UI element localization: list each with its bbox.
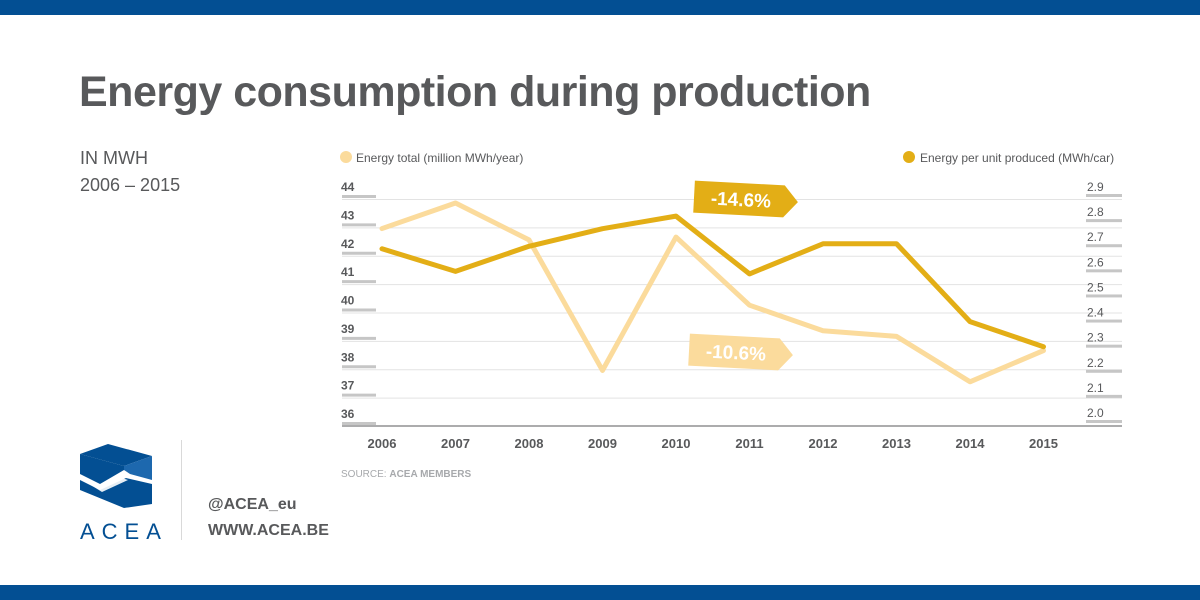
right-tick-label: 2.7	[1087, 230, 1104, 244]
legend-marker-total	[340, 151, 352, 163]
callout-per-unit-shape	[693, 180, 798, 218]
source-note: SOURCE: ACEA MEMBERS	[341, 469, 471, 480]
legend-label-per-unit: Energy per unit produced (MWh/car)	[920, 151, 1114, 165]
right-tick-bar	[1086, 394, 1122, 398]
right-tick-label: 2.9	[1087, 180, 1104, 194]
legend-label-total: Energy total (million MWh/year)	[356, 151, 523, 165]
left-tick-label: 40	[341, 294, 355, 308]
series-line-energy-total	[379, 200, 1046, 385]
right-tick-label: 2.3	[1087, 331, 1104, 345]
subtitle-period: 2006 – 2015	[80, 175, 181, 195]
subtitle-unit: IN MWH	[80, 148, 148, 168]
contact-info: @ACEA_eu WWW.ACEA.BE	[208, 492, 329, 544]
x-tick-label: 2006	[368, 436, 397, 451]
x-tick-label: 2010	[662, 436, 691, 451]
left-tick-label: 43	[341, 208, 355, 222]
left-tick-label: 37	[341, 379, 355, 393]
x-tick-label: 2008	[515, 436, 544, 451]
left-tick-label: 39	[341, 322, 355, 336]
right-tick-bar	[1086, 319, 1122, 323]
right-tick-bar	[1086, 420, 1122, 423]
right-tick-label: 2.4	[1087, 306, 1104, 320]
x-tick-label: 2015	[1029, 436, 1058, 451]
right-tick-bar	[1086, 344, 1122, 348]
source-value: ACEA MEMBERS	[389, 469, 472, 480]
right-tick-label: 2.1	[1087, 381, 1104, 395]
logo-wordmark: ACEA	[80, 519, 168, 544]
acea-logo-icon	[80, 444, 152, 508]
legend-marker-per-unit	[903, 151, 915, 163]
left-tick-bar	[342, 422, 376, 425]
right-tick-label: 2.0	[1087, 406, 1104, 420]
right-tick-label: 2.8	[1087, 205, 1104, 219]
x-tick-label: 2009	[588, 436, 617, 451]
left-tick-bar	[342, 223, 376, 227]
left-tick-bar	[342, 308, 376, 312]
left-tick-label: 41	[341, 265, 355, 279]
x-tick-label: 2014	[956, 436, 986, 451]
right-tick-bar	[1086, 244, 1122, 248]
left-tick-bar	[342, 280, 376, 284]
x-tick-label: 2012	[809, 436, 838, 451]
right-tick-bar	[1086, 269, 1122, 273]
right-tick-bar	[1086, 219, 1122, 223]
website-link[interactable]: WWW.ACEA.BE	[208, 522, 329, 539]
x-tick-label: 2013	[882, 436, 911, 451]
right-tick-bar	[1086, 294, 1122, 298]
right-tick-bar	[1086, 194, 1122, 197]
right-tick-label: 2.5	[1087, 280, 1104, 294]
series-line-energy-per-unit	[379, 213, 1046, 350]
right-tick-label: 2.2	[1087, 356, 1104, 370]
x-tick-label: 2011	[735, 436, 763, 451]
right-tick-label: 2.6	[1087, 255, 1104, 269]
left-tick-bar	[342, 336, 376, 340]
chart-subtitle: IN MWH 2006 – 2015	[80, 145, 180, 199]
callout-total-label: -10.6%	[705, 342, 766, 366]
right-tick-bar	[1086, 369, 1122, 373]
bottom-brand-bar	[0, 585, 1200, 600]
left-tick-label: 36	[341, 407, 355, 421]
top-brand-bar	[0, 0, 1200, 15]
footer-divider	[181, 440, 182, 540]
left-tick-label: 42	[341, 237, 355, 251]
left-tick-bar	[342, 251, 376, 255]
left-tick-bar	[342, 365, 376, 369]
callout-per-unit-label: -14.6%	[710, 189, 771, 213]
left-tick-label: 44	[341, 180, 355, 194]
x-tick-label: 2007	[441, 436, 470, 451]
left-tick-bar	[342, 195, 376, 198]
callout-total-shape	[688, 333, 793, 371]
chart-title: Energy consumption during production	[79, 68, 871, 116]
source-label: SOURCE:	[341, 469, 387, 480]
twitter-handle[interactable]: @ACEA_eu	[208, 496, 297, 513]
left-tick-label: 38	[341, 350, 355, 364]
left-tick-bar	[342, 393, 376, 397]
